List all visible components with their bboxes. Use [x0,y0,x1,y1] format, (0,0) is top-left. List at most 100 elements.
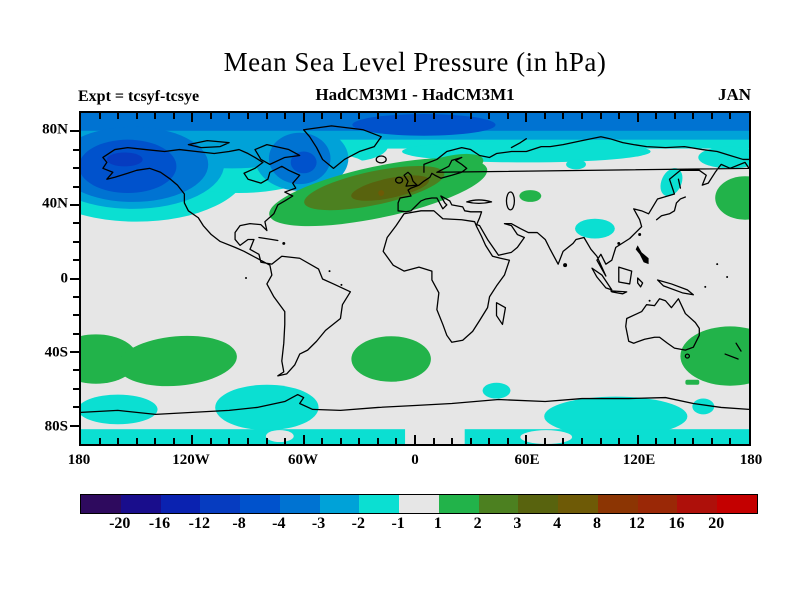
coastline-novaya-zemlya [510,138,527,149]
longitude-tick-bottom [692,438,695,444]
coastlines [81,125,749,416]
longitude-tick-top [673,113,676,119]
colorbar-segment [478,495,519,513]
latitude-tick [73,185,79,188]
island-sri-lanka [563,263,568,268]
longitude-tick-top [284,113,287,119]
colorbar-tick-label: 3 [513,515,522,532]
region-new-zealand-high [680,326,749,386]
coastline-caspian-sea [505,191,516,211]
colorbar-segment [359,495,400,513]
region-kazakhstan-high [519,190,542,202]
longitude-tick-bottom [414,435,416,444]
coastline-sumatra [591,267,613,291]
longitude-tick-top [414,113,416,122]
longitude-tick-top [117,113,120,119]
coastline-japan [655,196,687,221]
longitude-tick-bottom [117,438,120,444]
experiment-label: Expt = tcsyf-tcsye [78,88,200,105]
small-islands [245,233,729,302]
longitude-tick-top [321,113,324,119]
colorbar-segment [240,495,280,513]
colorbar-segment [558,495,598,513]
longitude-tick-top [191,113,194,122]
map-frame [70,111,751,446]
latitude-axis: 80N 40N 0 40S 80S [0,111,72,446]
island-taiwan [638,233,642,237]
longitude-tick-bottom [710,438,713,444]
region-alaska-low-innermost [106,152,143,167]
longitude-tick-top [581,113,583,119]
longitude-tick-bottom [209,438,212,444]
longitude-tick-bottom [655,438,658,444]
colorbar-tick-label: -12 [188,515,210,532]
latitude-tick [73,406,79,409]
colorbar-segment [160,495,201,513]
longitude-tick-label: 120E [622,452,656,468]
longitude-tick-bottom [729,438,732,444]
latitude-tick [73,148,79,151]
longitude-tick-top [469,113,472,119]
longitude-tick-top [228,113,231,119]
colorbar-tick-label: -1 [391,515,405,532]
longitude-tick-top [98,113,101,119]
latitude-tick-label: 80N [42,121,68,138]
longitude-tick-bottom [469,438,472,444]
colorbar-tick-label: 20 [708,515,725,532]
model-subtitle: HadCM3M1 - HadCM3M1 [315,85,515,104]
coastline-philippines [635,245,649,265]
colorbar-segment [717,495,758,513]
longitude-tick-label: 180 [739,452,763,468]
colorbar-tick-label: 1 [433,515,442,532]
longitude-tick-bottom [154,438,157,444]
colorbar-tick-label: 8 [592,515,601,532]
regions-strong-blue [81,113,496,194]
longitude-tick-top [692,113,695,119]
coastline-black-sea [466,199,493,205]
coastline-eurasia [397,136,749,277]
longitude-tick-bottom [543,438,546,444]
latitude-tick [73,369,79,372]
latitude-tick-label: 0 [60,270,69,286]
longitude-tick-bottom [265,438,268,444]
latitude-tick [73,167,79,170]
latitude-tick [73,295,79,298]
coastline-africa [382,210,511,343]
longitude-tick-top [599,113,602,119]
longitude-tick-bottom [636,435,639,444]
region-alaska-low-core [81,139,177,194]
colorbar-tick-label: -8 [232,515,246,532]
region-drake-low [215,384,319,431]
colorbar-segment [120,495,161,513]
longitude-tick-bottom [562,438,565,444]
latitude-tick [70,424,79,427]
longitude-tick-top [135,113,138,119]
region-svalbard-low [352,113,496,136]
page-title: Mean Sea Level Pressure (in hPa) [223,47,607,77]
coastline-uk [403,171,418,187]
longitude-tick-bottom [432,438,435,444]
colorbar-segment [677,495,718,513]
coastline-sulawesi [637,277,644,288]
colorbar-segment [81,495,121,513]
longitude-tick-bottom [618,438,621,444]
longitude-tick-bottom [228,438,231,444]
longitude-tick-label: 180 [67,452,91,468]
longitude-tick-top [636,113,639,122]
longitude-tick-top [543,113,546,119]
longitude-tick-top [265,113,268,119]
longitude-tick-top [247,113,249,119]
colorbar-tick-label: -16 [148,515,171,532]
region-europe-high-max-dot [378,190,385,196]
coastline-victoria-island [187,140,230,149]
month-label: JAN [717,85,751,104]
longitude-tick-bottom [191,435,194,444]
latitude-tick-label: 40S [44,344,68,361]
colorbar-tick-label: 12 [628,515,645,532]
longitude-tick-bottom [673,438,676,444]
region-okhotsk-low [660,168,683,197]
longitude-tick-top [172,113,175,119]
colorbar-segment [319,495,360,513]
longitude-tick-label: 120W [172,452,210,468]
